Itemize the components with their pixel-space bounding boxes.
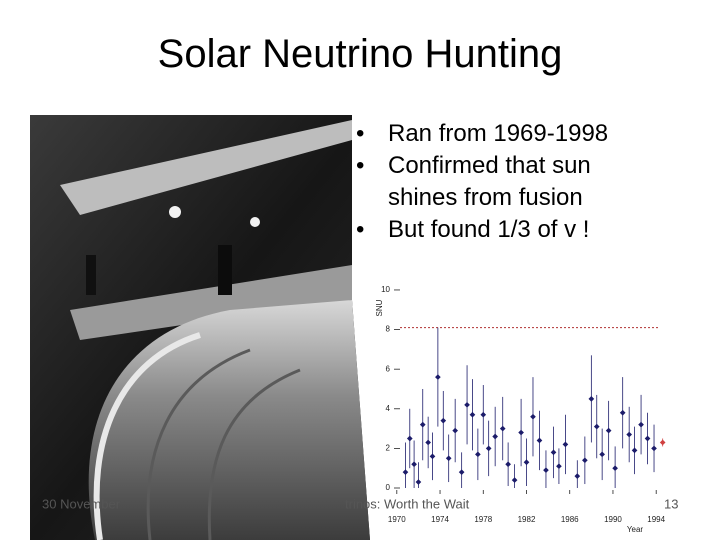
data-point <box>638 421 644 428</box>
slide-title: Solar Neutrino Hunting <box>157 32 563 76</box>
data-point <box>458 469 465 475</box>
footer-date: 30 November <box>42 496 121 511</box>
data-point <box>593 423 600 430</box>
data-point <box>511 477 518 483</box>
data-point <box>659 439 666 446</box>
x-tick-label: 1994 <box>647 515 665 524</box>
data-point <box>599 451 605 458</box>
y-tick-label: 8 <box>386 325 391 334</box>
bullet-list: Ran from 1969-1998Confirmed that sun shi… <box>356 118 656 246</box>
data-point <box>464 401 470 408</box>
data-point <box>429 453 436 460</box>
data-point <box>619 409 626 416</box>
bullet: Confirmed that sun shines from fusion <box>356 150 650 214</box>
data-point <box>543 467 549 474</box>
data-point <box>425 439 431 446</box>
data-point <box>445 455 452 462</box>
y-tick-label: 0 <box>386 483 391 492</box>
data-point <box>440 417 447 424</box>
x-tick-label: 1970 <box>388 515 406 524</box>
data-point <box>556 463 562 470</box>
data-point <box>406 435 413 442</box>
data-point <box>402 469 409 475</box>
data-point <box>505 461 511 468</box>
data-point <box>536 437 543 444</box>
data-point <box>469 411 476 418</box>
data-point <box>415 479 422 485</box>
data-point <box>530 413 536 420</box>
data-point <box>523 459 530 466</box>
bullet: Ran from 1969-1998 <box>356 118 650 150</box>
data-point <box>518 429 524 436</box>
y-axis-label: SNU <box>375 299 384 316</box>
y-tick-label: 2 <box>386 444 391 453</box>
y-tick-label: 10 <box>381 285 390 294</box>
data-point <box>485 445 492 452</box>
data-point <box>644 435 651 442</box>
data-point <box>435 374 441 380</box>
page-number: 13 <box>664 496 678 511</box>
data-point <box>492 433 498 440</box>
data-point <box>480 411 487 418</box>
x-axis-label: Year <box>627 525 644 534</box>
data-point <box>574 473 581 479</box>
data-point <box>651 445 657 452</box>
footer-talk: trinos: Worth the Wait <box>345 496 470 511</box>
y-tick-label: 4 <box>386 404 391 413</box>
data-point <box>562 441 569 448</box>
data-point <box>588 396 595 402</box>
data-point <box>605 427 612 434</box>
data-point <box>631 447 638 454</box>
x-tick-label: 1978 <box>474 515 492 524</box>
data-point <box>419 421 426 428</box>
x-tick-label: 1986 <box>561 515 579 524</box>
data-point <box>452 427 458 434</box>
data-point <box>626 431 633 438</box>
x-tick-label: 1990 <box>604 515 622 524</box>
photo <box>30 115 370 540</box>
data-point <box>612 465 618 472</box>
y-tick-label: 6 <box>386 364 391 373</box>
data-point <box>499 425 506 432</box>
data-point <box>582 457 588 464</box>
data-point <box>411 461 417 468</box>
x-tick-label: 1982 <box>518 515 536 524</box>
x-tick-label: 1974 <box>431 515 449 524</box>
bullet: But found 1/3 of v ! <box>356 214 650 246</box>
data-point <box>550 449 557 456</box>
chart: 0 2 4 6 8 10 1970 1974 1978 1982 1986 1990 1994 SNU Ye… <box>375 285 666 534</box>
data-point <box>475 451 481 458</box>
